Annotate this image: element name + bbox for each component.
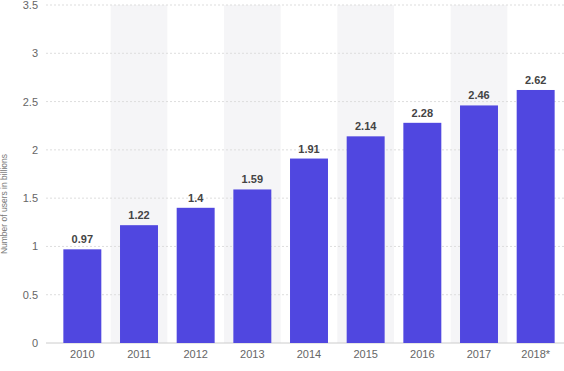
x-tick-label: 2014 xyxy=(297,348,321,360)
bar xyxy=(63,249,101,343)
x-tick-label: 2011 xyxy=(127,348,151,360)
bars xyxy=(63,90,554,343)
y-tick-label: 1.5 xyxy=(23,192,38,204)
data-label: 2.28 xyxy=(412,107,433,119)
x-tick-label: 2015 xyxy=(353,348,377,360)
bar xyxy=(517,90,555,343)
x-tick-label: 2016 xyxy=(410,348,434,360)
column-band xyxy=(337,5,394,343)
y-tick-label: 2.5 xyxy=(23,96,38,108)
column-band xyxy=(111,5,168,343)
column-band xyxy=(451,5,508,343)
data-label: 0.97 xyxy=(72,233,93,245)
column-band xyxy=(224,5,281,343)
chart-container: 0 0.5 1 1.5 2 2.5 3 3.5 Number of users in billi… xyxy=(0,0,564,371)
bar xyxy=(403,123,441,343)
x-tick-label: 2012 xyxy=(183,348,207,360)
bar xyxy=(177,208,215,343)
data-label: 2.46 xyxy=(468,89,489,101)
y-tick-label: 0.5 xyxy=(23,289,38,301)
y-tick-label: 3.5 xyxy=(23,0,38,11)
x-tick-label: 2010 xyxy=(70,348,94,360)
x-tick-label: 2018* xyxy=(521,348,550,360)
bar xyxy=(460,105,498,343)
chart-svg: 0 0.5 1 1.5 2 2.5 3 3.5 Number of users in billi… xyxy=(0,0,564,371)
bar xyxy=(290,159,328,343)
y-tick-label: 2 xyxy=(32,144,38,156)
data-label: 1.59 xyxy=(242,173,263,185)
grid-line xyxy=(46,5,564,6)
x-tick-label: 2013 xyxy=(240,348,264,360)
bar xyxy=(347,136,385,343)
bar xyxy=(233,189,271,343)
x-tick-label: 2017 xyxy=(467,348,491,360)
grid-line xyxy=(46,53,564,54)
data-label: 1.91 xyxy=(298,143,319,155)
bar xyxy=(120,225,158,343)
data-label: 1.22 xyxy=(128,209,149,221)
y-tick-label: 0 xyxy=(32,337,38,349)
y-tick-label: 1 xyxy=(32,240,38,252)
y-axis-title: Number of users in billions xyxy=(0,154,9,254)
data-label: 2.14 xyxy=(355,120,377,132)
y-tick-label: 3 xyxy=(32,47,38,59)
data-label: 2.62 xyxy=(525,74,546,86)
data-label: 1.4 xyxy=(188,192,204,204)
